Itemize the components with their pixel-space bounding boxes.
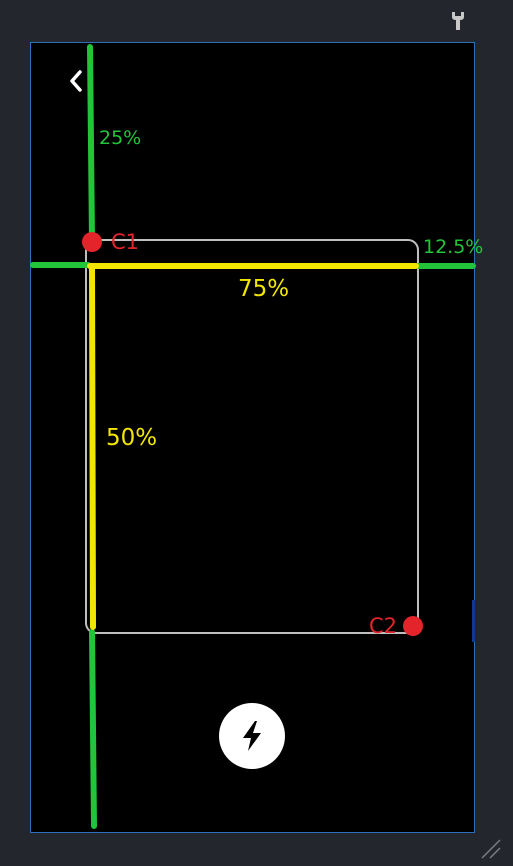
width-label: 75%: [238, 276, 289, 302]
bottom-margin-guide: [92, 632, 94, 826]
flash-button[interactable]: [219, 703, 285, 769]
back-button[interactable]: [64, 66, 90, 96]
resize-grip-icon[interactable]: [478, 836, 502, 860]
corner-c1-label: C1: [111, 230, 139, 254]
corner-handle-c2: [403, 616, 423, 636]
frame-edge-marker: [472, 600, 475, 642]
height-label: 50%: [106, 425, 157, 451]
top-margin-label: 25%: [99, 127, 141, 149]
chevron-left-icon: [64, 66, 90, 96]
lightning-bolt-icon: [237, 719, 267, 753]
corner-c2-label: C2: [369, 614, 397, 638]
top-margin-guide: [90, 47, 92, 240]
height-measure-line: [92, 266, 93, 627]
right-margin-label: 12.5%: [423, 236, 483, 258]
corner-handle-c1: [82, 232, 102, 252]
